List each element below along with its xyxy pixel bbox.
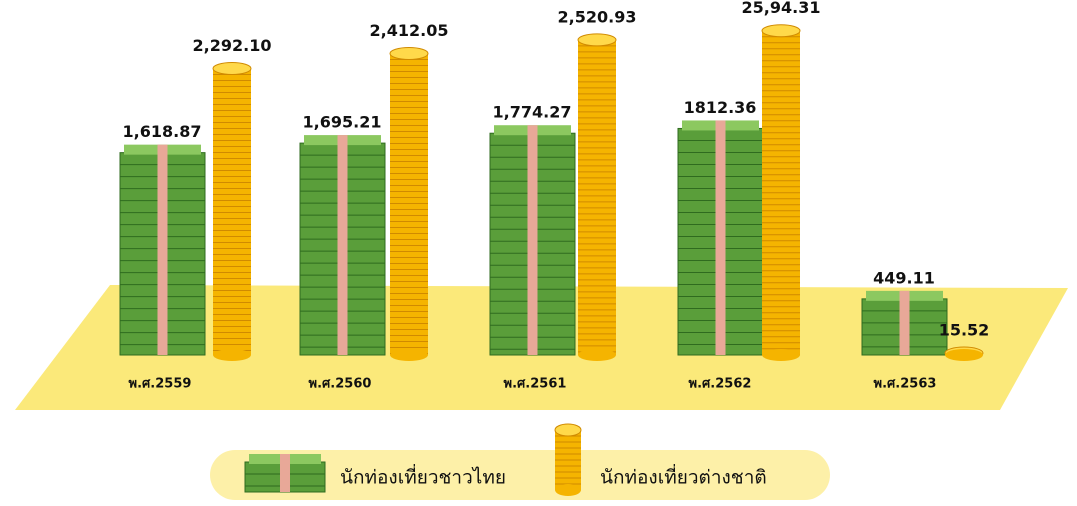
- value-label: 15.52: [939, 321, 990, 340]
- band: [157, 144, 168, 355]
- value-label: 1,618.87: [123, 122, 202, 141]
- coin-bottom: [213, 349, 251, 361]
- coin-stack: [578, 39, 616, 355]
- band: [715, 120, 726, 355]
- x-tick-label: พ.ศ.2561: [504, 377, 567, 392]
- value-label: 1812.36: [684, 98, 757, 117]
- value-label: 25,94.31: [742, 0, 821, 17]
- coin-stack: [213, 68, 251, 356]
- coin-top: [554, 423, 582, 437]
- coin-bottom: [945, 349, 983, 361]
- value-label: 1,774.27: [493, 103, 572, 122]
- coin-top: [577, 33, 617, 47]
- coin-bottom: [555, 484, 581, 496]
- coin-bottom: [578, 349, 616, 361]
- coin-top: [389, 46, 429, 60]
- value-label: 1,695.21: [303, 113, 382, 132]
- x-tick-label: พ.ศ.2562: [689, 377, 752, 392]
- legend-band: [210, 450, 830, 500]
- coin-top: [761, 24, 801, 38]
- x-tick-label: พ.ศ.2563: [874, 377, 937, 392]
- x-tick-label: พ.ศ.2560: [309, 377, 372, 392]
- coin-stack: [390, 53, 428, 356]
- value-label: 2,292.10: [193, 36, 272, 55]
- value-label: 449.11: [873, 268, 935, 287]
- x-tick-label: พ.ศ.2559: [129, 377, 192, 392]
- band: [899, 290, 910, 355]
- band: [527, 125, 538, 355]
- band: [337, 135, 348, 355]
- value-label: 2,412.05: [370, 21, 449, 40]
- coin-bottom: [762, 349, 800, 361]
- coin-top: [212, 61, 252, 75]
- legend: นักท่องเที่ยวชาวไทย นักท่องเที่ยวต่างชาติ: [340, 464, 767, 489]
- legend-label: นักท่องเที่ยวชาวไทย: [340, 464, 506, 489]
- coin-bottom: [390, 349, 428, 361]
- band: [280, 454, 290, 492]
- legend-label: นักท่องเที่ยวต่างชาติ: [600, 464, 767, 489]
- value-label: 2,520.93: [558, 7, 637, 26]
